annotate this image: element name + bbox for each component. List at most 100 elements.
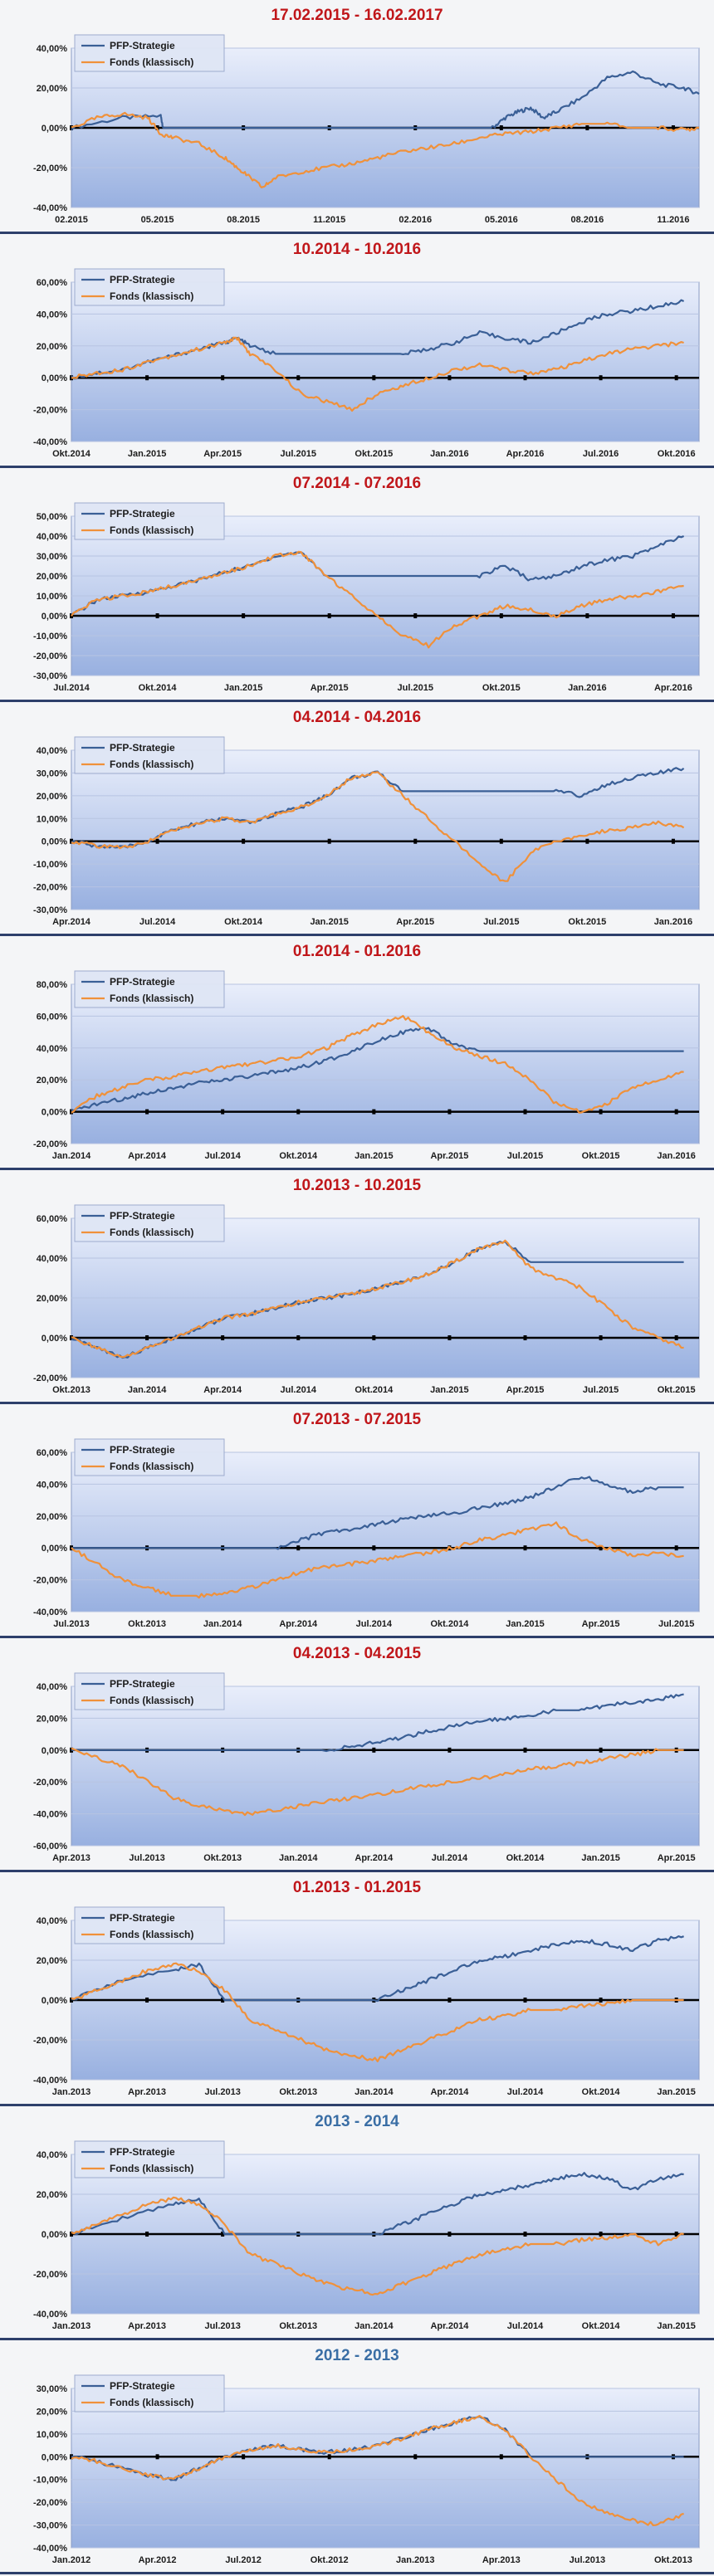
chart-panel: 04.2014 - 04.2016 -30,00% -20,00% -10,00% 0,…	[0, 702, 714, 936]
x-tick-marker	[674, 1109, 678, 1115]
x-tick-label: Apr.2015	[658, 1853, 696, 1863]
y-tick-label: -20,00%	[33, 2036, 67, 2046]
x-tick-label: Apr.2015	[203, 449, 242, 459]
x-tick-marker	[413, 838, 418, 844]
plot-area	[71, 1451, 700, 1612]
x-tick-label: 05.2015	[141, 215, 174, 225]
x-tick-marker	[585, 125, 589, 130]
legend-label: Fonds (klassisch)	[110, 290, 193, 302]
y-tick-label: 30,00%	[37, 552, 68, 562]
legend-box	[74, 1204, 225, 1242]
legend-label: Fonds (klassisch)	[110, 524, 193, 536]
x-tick-marker	[327, 2454, 331, 2460]
x-tick-label: Okt.2015	[568, 917, 606, 927]
series-line-pfp-strategie	[71, 2172, 684, 2236]
x-tick-label: Jul.2015	[507, 1151, 543, 1161]
legend-label: Fonds (klassisch)	[110, 1695, 193, 1706]
chart-title: 2013 - 2014	[315, 2113, 399, 2130]
y-tick-label: 20,00%	[37, 2190, 68, 2200]
y-tick-label: -40,00%	[33, 203, 67, 213]
y-tick-label: -10,00%	[33, 2476, 67, 2486]
y-tick-label: 0,00%	[42, 837, 67, 847]
chart-svg: -40,00% -20,00% 0,00% 20,00% 40,00% Jan.2013 A…	[33, 1906, 700, 2097]
y-tick-label: -20,00%	[33, 1139, 67, 1149]
legend-box	[74, 1906, 225, 1944]
x-tick-label: Jan.2013	[52, 2087, 90, 2097]
x-tick-label: Jul.2016	[583, 449, 619, 459]
x-tick-marker	[221, 1109, 225, 1115]
x-tick-marker	[296, 1335, 301, 1340]
x-tick-marker	[145, 1335, 149, 1340]
chart-title: 2012 - 2013	[315, 2347, 399, 2364]
x-tick-marker	[447, 1747, 452, 1753]
x-tick-label: Jan.2015	[657, 2321, 695, 2331]
series-line-fonds-klassisch	[71, 1014, 684, 1114]
chart-svg: -40,00% -20,00% 0,00% 20,00% 40,00% 60,00% Jul…	[33, 1438, 700, 1629]
legend-label: PFP-Strategie	[110, 2146, 175, 2158]
x-tick-label: Okt.2015	[658, 1385, 696, 1395]
x-tick-label: Apr.2014	[52, 917, 91, 927]
x-tick-label: Jul.2015	[281, 449, 316, 459]
chart-svg: -30,00% -20,00% -10,00% 0,00% 10,00% 20,00% 30…	[33, 502, 700, 693]
x-tick-label: Apr.2014	[128, 1151, 167, 1161]
legend-box	[74, 2374, 225, 2413]
chart-panel: 07.2013 - 07.2015 -40,00% -20,00% 0,00% 20,0…	[0, 1404, 714, 1638]
x-tick-label: 02.2015	[55, 215, 88, 225]
y-tick-label: 20,00%	[37, 1714, 68, 1724]
x-tick-label: Jan.2015	[657, 2087, 695, 2097]
x-tick-marker	[372, 375, 376, 381]
x-tick-label: Okt.2014	[430, 1619, 469, 1629]
x-tick-label: Jan.2014	[128, 1385, 167, 1395]
legend-label: PFP-Strategie	[110, 976, 175, 988]
x-tick-marker	[447, 1109, 452, 1115]
x-tick-marker	[585, 838, 589, 844]
y-tick-label: 20,00%	[37, 1294, 68, 1304]
y-tick-label: 60,00%	[37, 1012, 68, 1022]
legend-box	[74, 2140, 225, 2178]
legend-label: PFP-Strategie	[110, 742, 175, 754]
x-tick-marker	[599, 375, 603, 381]
chart-panel: 01.2014 - 01.2016 -20,00% 0,00% 20,00% 40,00…	[0, 936, 714, 1170]
y-tick-label: 20,00%	[37, 342, 68, 352]
x-tick-label: Jul.2013	[53, 1619, 89, 1629]
x-tick-label: Apr.2014	[355, 1853, 394, 1863]
y-tick-label: -10,00%	[33, 860, 67, 870]
x-tick-marker	[221, 375, 225, 381]
plot-area	[71, 2388, 700, 2549]
series-line-pfp-strategie	[71, 70, 700, 131]
x-tick-label: Jan.2014	[279, 1853, 318, 1863]
series-line-pfp-strategie	[71, 1693, 684, 1753]
x-tick-label: Jul.2013	[204, 2087, 240, 2097]
y-tick-label: 20,00%	[37, 572, 68, 582]
y-tick-label: -60,00%	[33, 1842, 67, 1852]
x-tick-label: 08.2016	[570, 215, 604, 225]
chart-panel: 01.2013 - 01.2015 -40,00% -20,00% 0,00% 20,0…	[0, 1872, 714, 2106]
legend-label: Fonds (klassisch)	[110, 1461, 193, 1472]
legend-label: PFP-Strategie	[110, 40, 175, 51]
y-tick-label: 10,00%	[37, 814, 68, 824]
y-tick-label: 20,00%	[37, 1076, 68, 1086]
legend-box	[74, 268, 225, 306]
x-tick-marker	[155, 838, 159, 844]
y-tick-label: 60,00%	[37, 1214, 68, 1224]
x-tick-label: 08.2015	[227, 215, 260, 225]
y-tick-label: -20,00%	[33, 406, 67, 416]
x-tick-marker	[499, 125, 503, 130]
x-tick-label: 11.2015	[313, 215, 345, 225]
legend-label: PFP-Strategie	[110, 1444, 175, 1456]
x-tick-label: Jan.2016	[654, 917, 692, 927]
legend-label: PFP-Strategie	[110, 2380, 175, 2392]
y-tick-label: 40,00%	[37, 1044, 68, 1054]
x-tick-label: Jan.2015	[506, 1619, 544, 1629]
chart-panel: 04.2013 - 04.2015 -60,00% -40,00% -20,00% 0,…	[0, 1638, 714, 1872]
x-tick-label: Jan.2014	[355, 2321, 394, 2331]
x-tick-label: Okt.2014	[582, 2321, 621, 2331]
legend-label: Fonds (klassisch)	[110, 1227, 193, 1238]
x-tick-marker	[296, 1109, 301, 1115]
series-line-fonds-klassisch	[71, 111, 700, 188]
x-tick-label: Jul.2015	[583, 1385, 619, 1395]
legend-box	[74, 970, 225, 1008]
chart-svg: -40,00% -30,00% -20,00% -10,00% 0,00% 10,00% 2…	[33, 2374, 700, 2565]
x-tick-marker	[523, 375, 527, 381]
series-line-fonds-klassisch	[71, 1962, 684, 2062]
